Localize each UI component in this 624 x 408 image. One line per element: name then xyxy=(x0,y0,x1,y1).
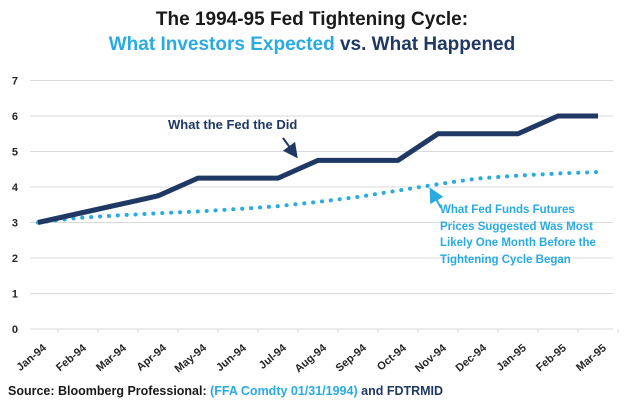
y-tick-label-6: 6 xyxy=(12,111,18,123)
x-tick-label-dec-94: Dec-94 xyxy=(454,342,490,375)
title-vs-what-happened: vs. What Happened xyxy=(334,34,516,55)
x-tick-label-mar-95: Mar-95 xyxy=(574,342,609,374)
source-line: Source: Bloomberg Professional: (FFA Com… xyxy=(8,384,443,398)
y-tick-label-7: 7 xyxy=(12,76,18,88)
source-ticker-fdtrmid: FDTRMID xyxy=(386,384,444,398)
x-tick-label-aug-94: Aug-94 xyxy=(293,342,330,376)
x-tick-label-jan-94: Jan-94 xyxy=(15,342,50,374)
chart-title-line1: The 1994-95 Fed Tightening Cycle: xyxy=(155,9,469,30)
y-tick-label-4: 4 xyxy=(12,182,19,194)
y-tick-label-3: 3 xyxy=(12,218,18,230)
x-tick-label-apr-94: Apr-94 xyxy=(135,342,170,374)
x-tick-label-may-94: May-94 xyxy=(173,342,210,376)
y-tick-label-5: 5 xyxy=(12,147,18,159)
x-tick-label-nov-94: Nov-94 xyxy=(413,342,449,375)
x-tick-label-feb-95: Feb-95 xyxy=(534,342,569,374)
annotation-what-the-fed-did: What the Fed the Did xyxy=(168,117,298,132)
fed-label-arrow xyxy=(282,137,298,159)
annotation-fed-funds-futures: What Fed Funds Futures Prices Suggested … xyxy=(440,204,596,266)
source-and: and xyxy=(357,384,387,398)
x-tick-label-jul-94: Jul-94 xyxy=(257,342,290,372)
chart-title-line2: What Investors Expected vs. What Happene… xyxy=(0,34,624,56)
source-ticker-ffa: (FFA Comdty 01/31/1994) xyxy=(210,384,358,398)
x-tick-label-oct-94: Oct-94 xyxy=(375,342,410,374)
x-tick-label-feb-94: Feb-94 xyxy=(54,342,90,375)
x-tick-label-jun-94: Jun-94 xyxy=(214,342,250,375)
series-fed-actual-line xyxy=(37,113,598,225)
x-tick-label-mar-94: Mar-94 xyxy=(94,342,130,375)
source-prefix: Source: Bloomberg Professional: xyxy=(8,384,211,398)
x-tick-label-jan-95: Jan-95 xyxy=(495,342,529,374)
x-tick-label-sep-94: Sep-94 xyxy=(334,342,370,375)
y-tick-label-2: 2 xyxy=(12,253,18,265)
title-investors-expected: What Investors Expected xyxy=(108,34,335,55)
y-tick-label-1: 1 xyxy=(12,289,18,301)
y-tick-label-0: 0 xyxy=(12,324,18,336)
futures-label-arrow xyxy=(429,187,444,209)
